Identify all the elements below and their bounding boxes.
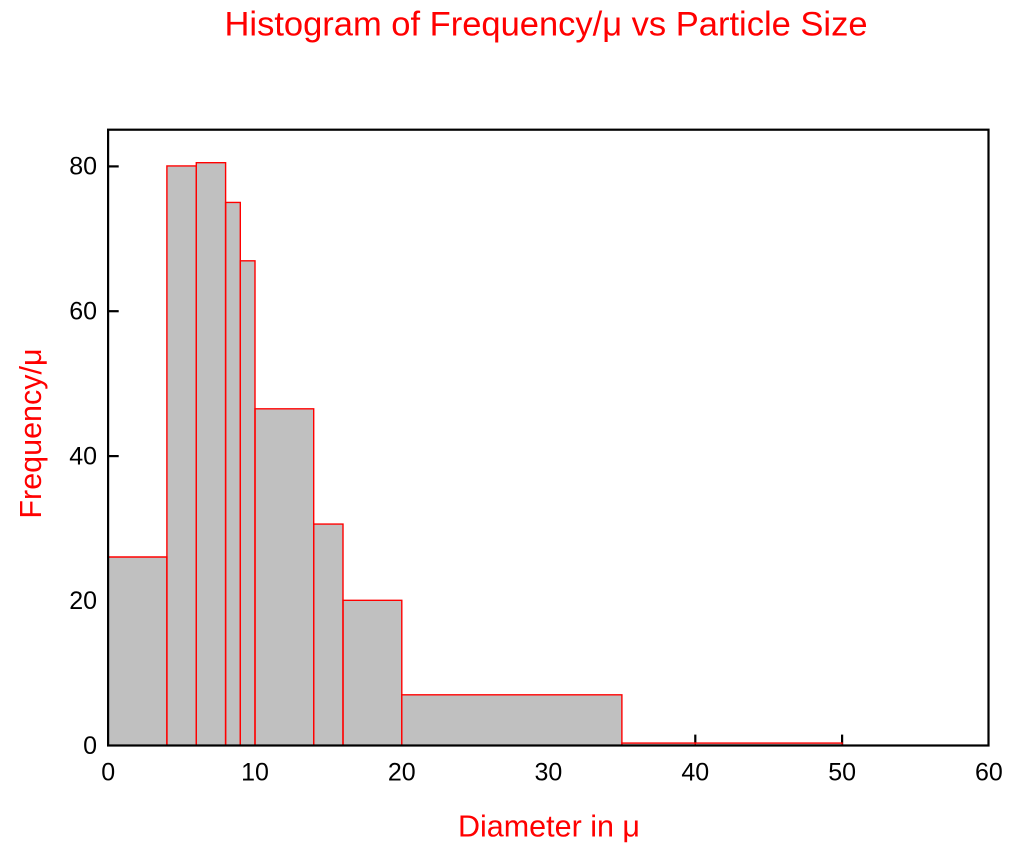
- svg-text:40: 40: [69, 442, 97, 470]
- svg-text:Frequency/μ: Frequency/μ: [14, 348, 48, 518]
- svg-text:20: 20: [388, 758, 416, 786]
- svg-text:80: 80: [69, 153, 97, 181]
- svg-text:30: 30: [534, 758, 562, 786]
- svg-text:50: 50: [828, 758, 856, 786]
- svg-text:20: 20: [69, 587, 97, 615]
- svg-text:40: 40: [681, 758, 709, 786]
- svg-text:60: 60: [69, 297, 97, 325]
- svg-text:60: 60: [975, 758, 1003, 786]
- svg-text:0: 0: [101, 758, 115, 786]
- svg-text:0: 0: [83, 732, 97, 760]
- svg-text:Histogram of Frequency/μ vs Pa: Histogram of Frequency/μ vs Particle Siz…: [224, 5, 867, 43]
- svg-text:10: 10: [241, 758, 269, 786]
- svg-text:Diameter in μ: Diameter in μ: [458, 810, 640, 844]
